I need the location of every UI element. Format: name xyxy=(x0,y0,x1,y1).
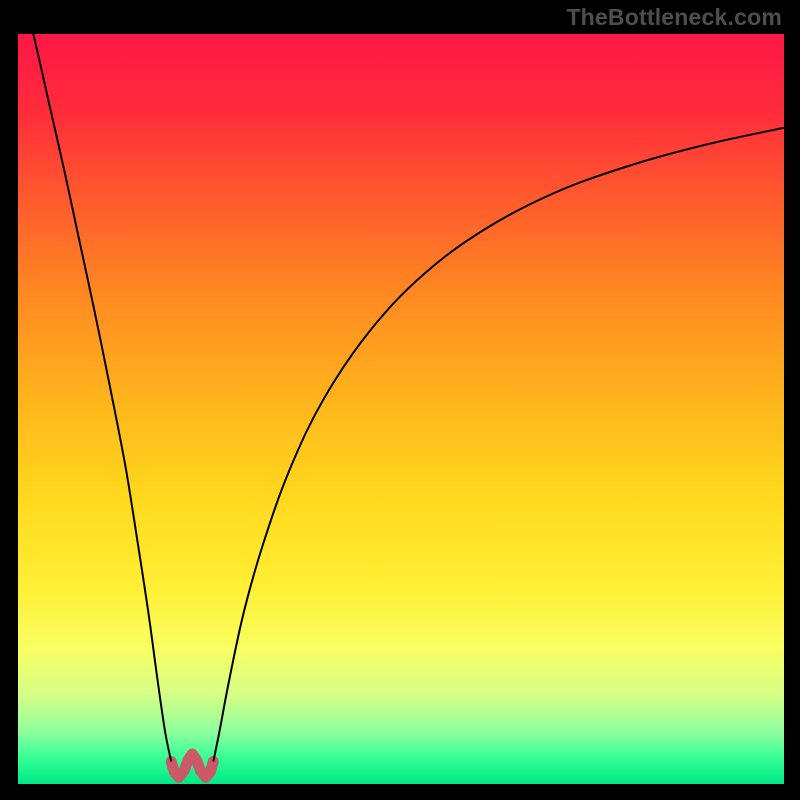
watermark-text: TheBottleneck.com xyxy=(566,4,782,31)
curve-right-branch xyxy=(213,128,784,762)
plot-area xyxy=(18,34,784,784)
bottleneck-curve-svg xyxy=(18,34,784,784)
chart-stage: { "canvas": { "width": 800, "height": 80… xyxy=(0,0,800,800)
curve-left-branch xyxy=(18,34,171,762)
optimal-region-marker xyxy=(171,754,213,777)
